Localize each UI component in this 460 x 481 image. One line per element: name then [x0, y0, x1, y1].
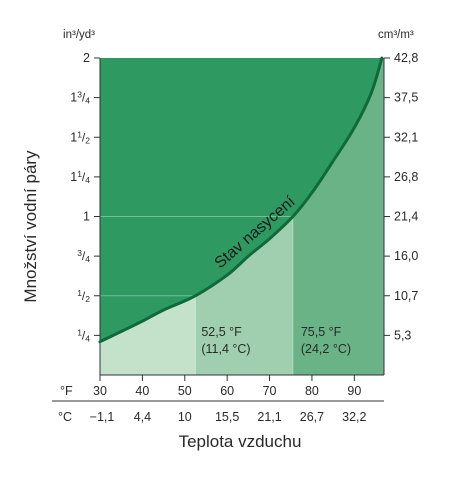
right-tick-label: 5,3 [394, 328, 411, 342]
x-tick-label-f: 90 [347, 384, 361, 398]
x-unit-f-label: °F [60, 384, 73, 398]
x-tick-label-c: 4,4 [134, 410, 151, 424]
saturation-curve [98, 56, 384, 344]
right-tick-label: 42,8 [394, 51, 418, 65]
region-75-5F-sublabel: (24,2 °C) [301, 342, 351, 356]
right-tick-label: 16,0 [394, 249, 418, 263]
x-tick-label-f: 60 [220, 384, 234, 398]
right-tick-label: 10,7 [394, 289, 418, 303]
left-tick-label: 3/4 [77, 248, 90, 264]
left-tick-label: 13/4 [70, 90, 90, 106]
chart-axes [52, 57, 390, 402]
x-axis-title: Teplota vzduchu [179, 432, 302, 451]
x-tick-label-f: 50 [178, 384, 192, 398]
x-tick-label-f: 80 [305, 384, 319, 398]
x-tick-label-f: 40 [135, 384, 149, 398]
right-unit-label: cm³/m³ [378, 29, 414, 41]
region-below-saturation [100, 58, 384, 375]
left-tick-label: 1/4 [77, 327, 90, 343]
left-tick-label: 1/2 [77, 288, 90, 304]
right-tick-label: 37,5 [394, 91, 418, 105]
y-axis-title: Množství vodní páry [21, 150, 40, 303]
x-tick-label-c: 26,7 [300, 410, 324, 424]
x-unit-c-label: °C [58, 410, 72, 424]
left-tick-label: 1 [83, 210, 90, 224]
x-tick-label-c: 21,1 [257, 410, 281, 424]
x-tick-label-c: −1,1 [90, 410, 115, 424]
left-tick-label: 11/2 [70, 129, 90, 145]
left-unit-label: in³/yd³ [63, 29, 95, 41]
chart-fills [100, 58, 384, 375]
region-52-5F-label: 52,5 °F [201, 325, 242, 339]
right-tick-label: 32,1 [394, 130, 418, 144]
right-tick-label: 26,8 [394, 170, 418, 184]
chart-curve [98, 56, 384, 344]
x-tick-label-f: 70 [263, 384, 277, 398]
left-tick-label: 11/4 [70, 169, 90, 185]
x-tick-label-c: 15,5 [215, 410, 239, 424]
region-52-5F-sublabel: (11,4 °C) [201, 342, 250, 356]
right-tick-label: 21,4 [394, 210, 418, 224]
region-75-5F-label: 75,5 °F [301, 325, 342, 339]
x-tick-label-c: 10 [178, 410, 192, 424]
x-tick-label-f: 30 [93, 384, 107, 398]
x-tick-label-c: 32,2 [342, 410, 366, 424]
left-tick-label: 2 [83, 51, 90, 65]
